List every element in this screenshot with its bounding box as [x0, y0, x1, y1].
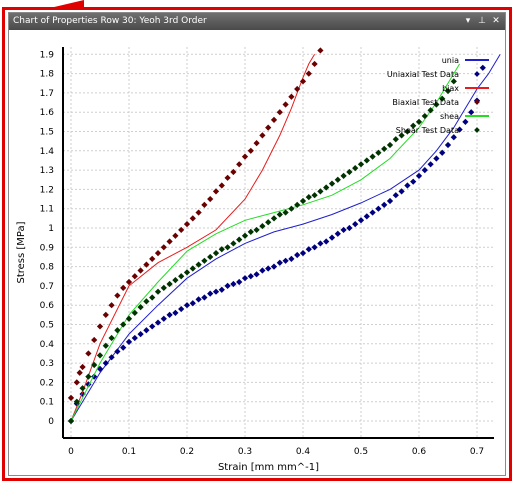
data-point: [166, 280, 173, 288]
data-point: [137, 267, 144, 274]
legend-marker-swatch: [474, 99, 480, 105]
legend-label: Uniaxial Test Data: [387, 70, 459, 79]
data-point: [178, 226, 185, 234]
legend-label: shea: [440, 112, 459, 121]
data-point: [218, 246, 225, 253]
data-point: [178, 273, 185, 280]
x-axis-title: Strain [mm mm^-1]: [218, 462, 319, 473]
legend-label: Biaxial Test Data: [392, 98, 459, 107]
series-line: [70, 54, 316, 422]
data-point: [212, 249, 220, 257]
y-tick-label: 1: [48, 224, 54, 234]
x-tick-label: 0.4: [296, 447, 311, 457]
legend-label: biax: [442, 84, 459, 93]
data-point: [265, 219, 272, 226]
data-point: [224, 174, 231, 181]
data-point: [270, 263, 278, 270]
data-point: [241, 275, 249, 282]
y-tick-label: 0.9: [40, 243, 55, 253]
x-tick-label: 0.1: [122, 447, 136, 457]
x-tick-label: 0.3: [238, 447, 252, 457]
data-point: [236, 236, 243, 243]
y-tick-label: 1.9: [40, 50, 55, 60]
data-point: [195, 296, 202, 303]
data-point: [241, 232, 249, 239]
data-point: [201, 201, 208, 208]
data-point: [230, 168, 237, 176]
stress-strain-chart: 0 0.1 0.2 0.3 0.4 0.5 0.6 0.7 0 0.1 0.2 0.3 0.4 0.5 0.…: [16, 47, 501, 473]
data-point: [253, 271, 260, 278]
data-point: [230, 280, 237, 288]
legend-marker-swatch: [474, 127, 480, 133]
data-point: [259, 132, 266, 139]
legend-label: Shear Test Data: [396, 126, 459, 135]
x-tick-label: 0.7: [470, 447, 484, 457]
y-tick-label: 1.7: [40, 89, 54, 99]
data-point: [189, 265, 196, 272]
chevron-down-icon[interactable]: ▾: [465, 16, 471, 26]
data-point: [166, 311, 173, 318]
data-point: [381, 145, 388, 152]
close-icon[interactable]: ✕: [492, 16, 500, 26]
legend-label: unia: [442, 56, 459, 65]
data-point: [183, 221, 191, 228]
y-tick-label: 0.1: [40, 398, 54, 408]
y-tick-label: 0.4: [40, 340, 55, 350]
data-point: [444, 141, 452, 149]
y-tick-label: 0.3: [40, 359, 54, 369]
y-tick-label: 0: [48, 417, 54, 427]
data-point: [137, 331, 144, 338]
y-tick-label: 1.3: [40, 166, 54, 176]
data-point: [230, 240, 237, 247]
y-tick-label: 0.2: [40, 378, 54, 388]
data-point: [212, 188, 220, 195]
data-point: [160, 244, 167, 251]
x-tick-label: 0: [68, 447, 74, 457]
data-point: [288, 255, 295, 262]
data-point: [241, 153, 249, 160]
y-tick-label: 1.1: [40, 205, 54, 215]
data-point: [131, 273, 138, 280]
red-arrow-annotation: [50, 0, 84, 8]
y-axis-title: Stress [MPa]: [16, 221, 27, 283]
data-point: [218, 182, 225, 189]
data-point: [421, 166, 428, 174]
data-point: [247, 228, 254, 235]
data-point: [439, 149, 446, 156]
y-tick-label: 1.6: [40, 108, 55, 118]
data-point: [154, 249, 162, 257]
y-tick-label: 1.4: [40, 147, 55, 157]
panel-title: Chart of Properties Row 30: Yeoh 3rd Ord…: [13, 16, 207, 26]
data-point: [201, 257, 208, 264]
data-point: [195, 261, 202, 268]
data-point: [276, 211, 283, 218]
y-tick-label: 1.2: [40, 185, 54, 195]
data-point: [247, 273, 254, 280]
y-tick-label: 1.8: [40, 70, 55, 80]
y-tick-label: 0.8: [40, 263, 55, 273]
x-tick-label: 0.6: [412, 447, 427, 457]
series-line: [70, 54, 501, 422]
x-tick-label: 0.2: [180, 447, 194, 457]
x-tick-label: 0.5: [354, 447, 368, 457]
data-point: [270, 215, 278, 222]
y-tick-label: 0.6: [40, 301, 55, 311]
data-point: [137, 304, 144, 311]
data-point: [207, 195, 214, 203]
y-tick-label: 0.5: [40, 321, 54, 331]
panel-titlebar: Chart of Properties Row 30: Yeoh 3rd Ord…: [9, 13, 505, 30]
y-tick-label: 0.7: [40, 282, 54, 292]
chart-panel: Chart of Properties Row 30: Yeoh 3rd Ord…: [8, 12, 506, 476]
data-point: [386, 141, 394, 149]
pin-icon[interactable]: ⊥: [478, 16, 486, 26]
data-point: [247, 147, 254, 154]
y-tick-label: 1.5: [40, 128, 54, 138]
data-point: [172, 232, 179, 239]
highlight-frame: [2, 7, 512, 481]
data-point: [224, 282, 231, 290]
data-point: [236, 161, 243, 168]
